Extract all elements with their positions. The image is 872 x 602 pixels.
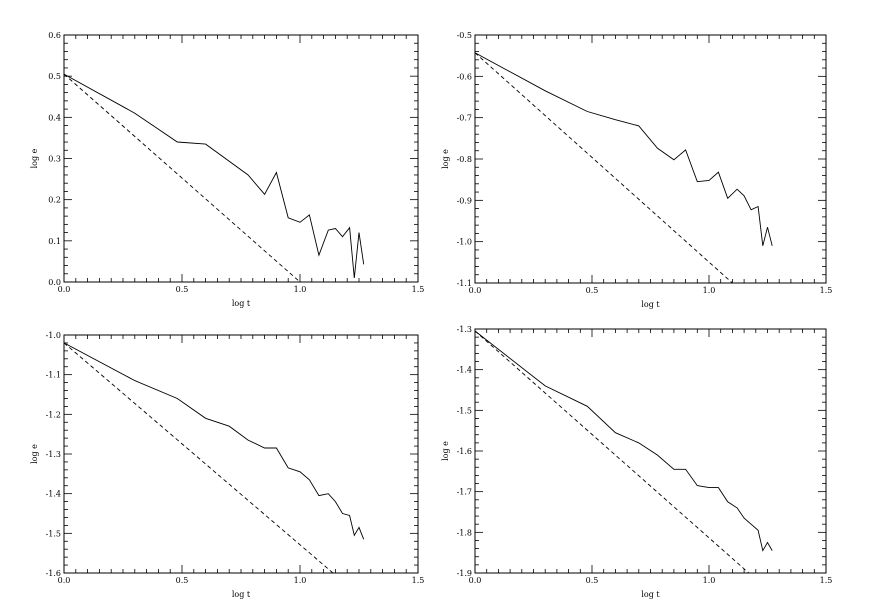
y-tick-label: -1.7	[457, 488, 472, 497]
x-tick-label: 1.5	[820, 576, 833, 585]
dashed-reference-line	[475, 330, 750, 573]
y-tick-label: 0.1	[48, 237, 61, 246]
y-axis-label: log e	[441, 441, 450, 461]
y-tick-label: 0.0	[48, 278, 61, 287]
y-tick-label: -0.8	[457, 155, 472, 164]
y-tick-label: -1.3	[457, 325, 472, 334]
y-tick-label: -1.9	[457, 569, 472, 578]
y-tick-label: -1.3	[46, 450, 61, 459]
plot-frame	[474, 34, 827, 284]
y-tick-label: -0.6	[457, 72, 472, 81]
x-tick-label: 0.0	[469, 576, 482, 585]
y-tick-label: 0.6	[48, 31, 61, 40]
y-tick-label: 0.4	[48, 113, 61, 122]
y-tick-label: 0.5	[48, 72, 61, 81]
y-tick-label: -1.6	[457, 447, 472, 456]
y-tick-label: -1.4	[46, 490, 61, 499]
y-axis-label: log e	[441, 149, 450, 169]
chart-panel-1: 0.0 0.5 1.0 1.5 0.0 0.1 0.2 0.3 0.4 0.5 0.6 log t lo…	[30, 31, 424, 308]
y-tick-label: -0.5	[457, 31, 472, 40]
x-tick-label: 1.0	[294, 285, 307, 294]
y-tick-label: -0.7	[457, 114, 472, 123]
y-axis-label: log e	[30, 148, 39, 168]
x-axis-label: log t	[232, 590, 251, 599]
solid-data-line	[475, 330, 773, 552]
y-tick-label: -0.9	[457, 196, 472, 205]
y-tick-label: -1.5	[46, 529, 61, 538]
y-tick-label: -1.0	[457, 238, 472, 247]
y-tick-label: -1.2	[46, 410, 61, 419]
x-axis-label: log t	[232, 299, 251, 308]
y-tick-label: -1.6	[46, 569, 61, 578]
x-tick-label: 0.5	[586, 576, 599, 585]
solid-data-line	[64, 73, 365, 278]
chart-panel-4: 0.0 0.5 1.0 1.5 -1.9 -1.8 -1.7 -1.6 -1.5 -1.4 -1.3…	[441, 325, 832, 599]
y-tick-label: -1.4	[457, 366, 472, 375]
y-tick-label: -1.1	[46, 371, 61, 380]
solid-data-line	[64, 342, 365, 540]
y-tick-label: 0.2	[48, 196, 61, 205]
x-axis-label: log t	[641, 300, 660, 309]
x-axis-label: log t	[641, 590, 660, 599]
x-tick-label: 1.0	[294, 576, 307, 585]
x-tick-label: 0.0	[58, 285, 71, 294]
x-tick-label: 1.5	[412, 576, 425, 585]
y-axis-label: log e	[30, 444, 39, 464]
plot-frame	[63, 34, 419, 283]
x-tick-label: 1.5	[412, 285, 425, 294]
x-tick-label: 1.5	[820, 286, 833, 295]
y-tick-label: -1.5	[457, 406, 472, 415]
chart-panel-2: 0.0 0.5 1.0 1.5 -1.1 -1.0 -0.9 -0.8 -0.7 -0.6 -0.5…	[441, 31, 832, 309]
x-tick-label: 0.0	[58, 576, 71, 585]
y-tick-label: -1.1	[457, 279, 472, 288]
x-tick-label: 0.0	[469, 286, 482, 295]
dashed-reference-line	[475, 52, 733, 283]
solid-data-line	[475, 52, 773, 246]
dashed-reference-line	[64, 73, 301, 282]
x-tick-label: 0.5	[586, 286, 599, 295]
x-tick-label: 0.5	[176, 576, 189, 585]
x-tick-label: 1.0	[703, 286, 716, 295]
x-tick-label: 1.0	[703, 576, 716, 585]
y-tick-label: -1.0	[46, 331, 61, 340]
dashed-reference-line	[64, 342, 334, 573]
y-tick-label: -1.8	[457, 528, 472, 537]
x-tick-label: 0.5	[176, 285, 189, 294]
y-tick-label: 0.3	[48, 155, 61, 164]
chart-panel-3: 0.0 0.5 1.0 1.5 -1.6 -1.5 -1.4 -1.3 -1.2 -1.1 -1.0…	[30, 331, 424, 599]
